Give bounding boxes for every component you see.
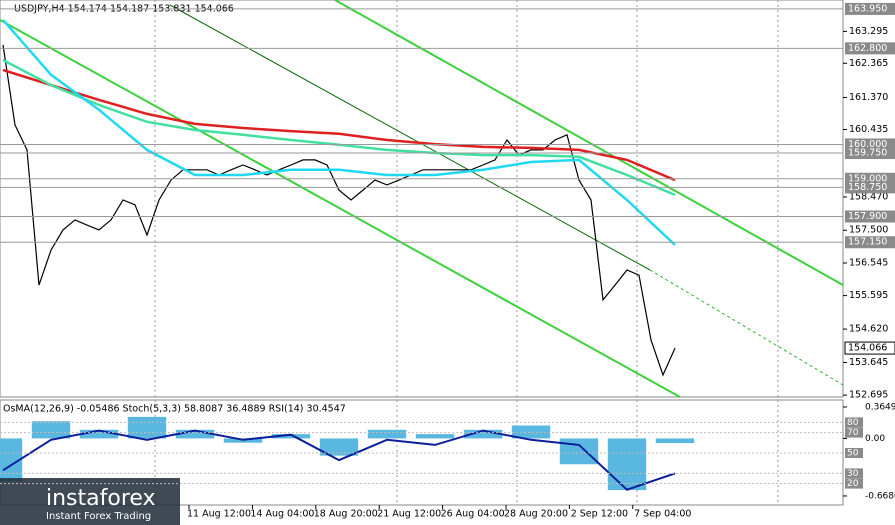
x-tick-label: 7 Sep 04:00 <box>634 509 691 520</box>
x-tick-label: 2 Sep 12:00 <box>571 509 628 520</box>
histogram-bar <box>511 425 551 439</box>
y-tick-label: 153.645 <box>849 357 888 368</box>
y-tick-label: 160.435 <box>849 124 888 135</box>
histogram-bar <box>31 421 71 439</box>
histogram-bar <box>559 438 599 465</box>
level-label: 163.950 <box>848 3 887 14</box>
histogram-bar <box>367 429 407 439</box>
histogram-bar <box>271 434 311 439</box>
level-box <box>845 448 863 459</box>
level-box <box>845 417 863 428</box>
price-line <box>2 44 676 377</box>
y-tick-label: 30 <box>847 469 859 479</box>
histogram-bar <box>175 429 215 439</box>
level-label: 162.800 <box>848 43 887 54</box>
logo-name: instaforex <box>46 486 156 511</box>
plot <box>0 19 695 491</box>
histogram-bar <box>463 429 503 439</box>
x-tick-label: 18 Aug 20:00 <box>314 509 378 520</box>
histogram-bar <box>0 438 23 482</box>
level-box <box>845 478 863 489</box>
x-tick-label: 26 Aug 04:00 <box>441 509 505 520</box>
current-price-label: 154.066 <box>848 343 887 354</box>
main-panel <box>0 0 844 398</box>
y-tick-label: 50 <box>847 449 859 459</box>
y-tick-label: 20 <box>847 479 859 489</box>
y-tick-label: 70 <box>847 428 859 438</box>
indicator-title: OsMA(12,26,9) -0.05486 Stoch(5,3,3) 58.8… <box>3 404 346 415</box>
level-box <box>845 210 895 223</box>
moving-average <box>2 19 676 246</box>
level-box <box>845 42 895 55</box>
level-label: 158.750 <box>848 182 887 193</box>
y-tick-label: 157.500 <box>849 225 888 236</box>
y-tick-label: 162.365 <box>849 58 888 69</box>
y2-tick-label: 0.3649 <box>865 402 895 412</box>
trend-lines <box>0 0 844 398</box>
level-box <box>845 427 863 438</box>
y-tick-label: 161.370 <box>849 92 888 103</box>
histogram-bar <box>319 438 359 456</box>
level-label: 160.000 <box>848 139 887 150</box>
level-box <box>845 181 895 194</box>
level-label: 159.000 <box>848 173 887 184</box>
level-box <box>845 468 863 479</box>
x-tick-label: 21 Aug 12:00 <box>377 509 441 520</box>
histogram-bar <box>607 438 647 491</box>
level-box <box>845 236 895 249</box>
histogram-bar <box>79 429 119 439</box>
histogram-bar <box>127 416 167 439</box>
y2-tick-label: 0.00 <box>865 434 885 444</box>
y-tick-label: 163.295 <box>849 26 888 37</box>
level-label: 157.150 <box>848 237 887 248</box>
level-box <box>845 2 895 15</box>
indicator-line <box>2 429 676 491</box>
y2-tick-label: -0.6680 <box>865 491 895 501</box>
y-tick-label: 152.695 <box>849 390 888 401</box>
level-label: 159.750 <box>848 148 887 159</box>
y-tick-label: 80 <box>847 418 859 428</box>
level-box <box>845 147 895 160</box>
x-tick-label: 11 Aug 12:00 <box>187 509 251 520</box>
moving-average <box>2 68 676 182</box>
histogram-bar <box>415 434 455 439</box>
y-tick-label: 158.470 <box>849 191 888 202</box>
histogram-bar <box>655 438 695 444</box>
logo-tagline: Instant Forex Trading <box>46 511 151 522</box>
x-tick-label: 28 Aug 20:00 <box>504 509 568 520</box>
y-tick-label: 154.620 <box>849 324 888 335</box>
x-tick-label: 14 Aug 04:00 <box>250 509 314 520</box>
level-label: 157.900 <box>848 211 887 222</box>
y-tick-label: 156.545 <box>849 258 888 269</box>
logo-bg <box>0 478 180 525</box>
current-price-box <box>844 341 895 355</box>
y-tick-label: 155.595 <box>849 290 888 301</box>
